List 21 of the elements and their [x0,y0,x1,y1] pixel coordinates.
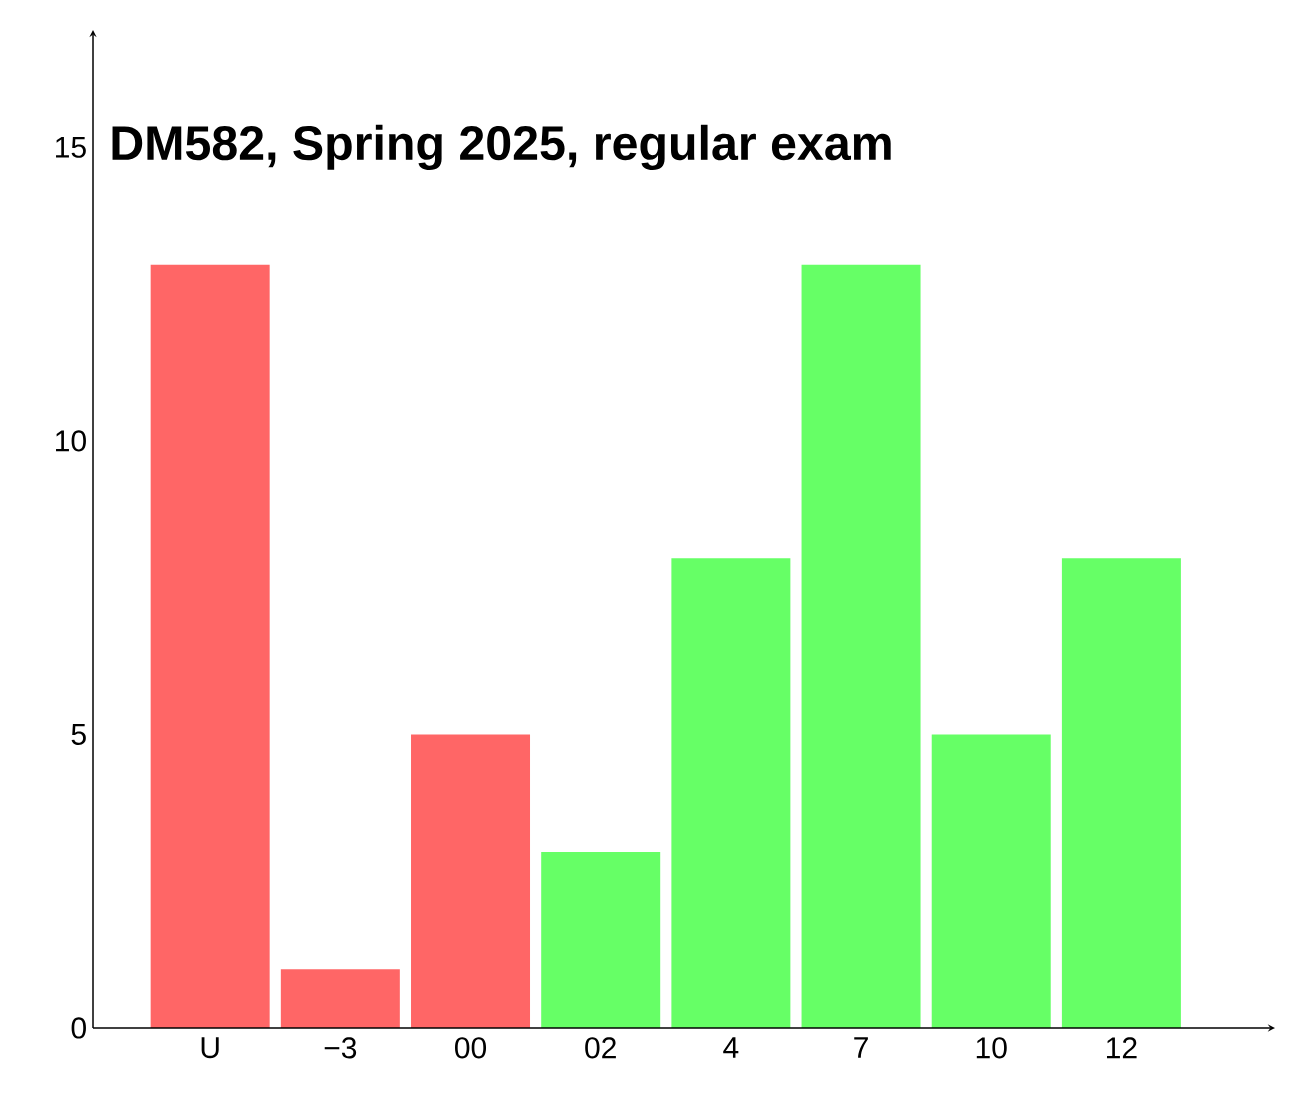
text: DM582, Spring 2025, regular exam [112,124,891,171]
bar [541,851,661,1028]
x-tick-label: −3 [324,1037,357,1059]
bar [150,264,270,1028]
bar [801,264,921,1028]
x-tick-label: 12 [1106,1037,1137,1059]
y-tick-label: 5 [71,723,86,745]
x-tick-label: 00 [455,1037,487,1059]
bar [1061,558,1181,1028]
x-tick-label: 10 [976,1037,1007,1059]
x-tick-label: 7 [854,1037,868,1058]
y-tick-label: 10 [56,430,86,452]
y-tick-label: 15 [56,136,86,158]
bar [671,558,791,1028]
x-tick-label: 02 [585,1037,616,1059]
bar [931,734,1051,1028]
bar [411,734,531,1028]
y-tick-label: 0 [71,1017,86,1039]
x-tick-label: U [201,1037,219,1059]
bar [280,969,400,1028]
x-tick-label: 4 [723,1037,739,1058]
